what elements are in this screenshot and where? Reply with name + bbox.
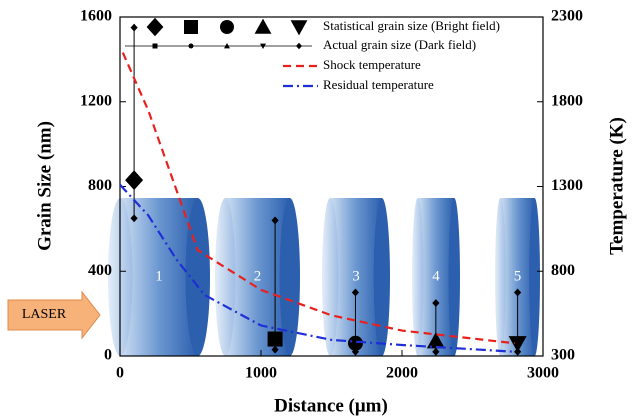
marker — [514, 288, 522, 297]
legend-marker — [146, 17, 164, 37]
marker — [514, 347, 522, 356]
zone-cylinder-end — [529, 198, 540, 356]
line — [119, 184, 515, 353]
zone-cylinder-end — [448, 198, 460, 356]
zone-cylinder-end — [279, 198, 300, 356]
y-tick-label: 1200 — [80, 92, 112, 109]
legend-marker — [220, 20, 234, 34]
y2-tick-label: 800 — [551, 262, 575, 279]
marker — [188, 43, 194, 49]
zone-cylinder — [120, 198, 198, 356]
marker — [152, 43, 158, 49]
y-tick-label: 800 — [88, 177, 112, 194]
zone-cylinder-face — [412, 198, 424, 356]
marker — [130, 23, 138, 32]
marker — [432, 347, 440, 356]
y2-axis-label: Temperature (K) — [606, 117, 627, 255]
legend-label: Residual temperature — [323, 77, 434, 92]
legend-label: Shock temperature — [323, 57, 421, 72]
x-tick-label: 1000 — [245, 365, 277, 382]
zone-cylinder-face — [495, 198, 506, 356]
marker — [224, 43, 230, 49]
zone-cylinder-end — [185, 198, 210, 356]
zone-label: 4 — [432, 268, 440, 284]
legend-label: Actual grain size (Dark field) — [323, 37, 476, 52]
zone-label: 3 — [352, 268, 360, 284]
marker — [130, 214, 138, 223]
zone-label: 5 — [514, 268, 522, 284]
legend-marker — [184, 20, 198, 34]
y-axis-label: Grain Size (nm) — [34, 121, 55, 251]
y2-tick-label: 2300 — [551, 8, 583, 25]
marker — [351, 347, 360, 356]
y-tick-label: 1600 — [80, 8, 112, 25]
zone-label: 1 — [155, 268, 163, 284]
x-axis-label: Distance (μm) — [274, 395, 388, 416]
y2-tick-label: 1300 — [551, 177, 583, 194]
zone-label: 2 — [254, 268, 262, 284]
y-tick-label: 0 — [104, 347, 112, 364]
marker — [296, 42, 302, 50]
marker — [260, 43, 266, 49]
zone-cylinder-face — [322, 198, 339, 356]
y2-tick-label: 1800 — [551, 92, 583, 109]
x-tick-label: 2000 — [386, 365, 418, 382]
y-tick-label: 400 — [88, 262, 112, 279]
laser-label: LASER — [22, 307, 67, 322]
y2-tick-label: 300 — [551, 347, 575, 364]
line — [121, 52, 515, 345]
x-tick-label: 3000 — [527, 365, 559, 382]
legend-marker — [254, 18, 272, 34]
zone-cylinder-end — [373, 198, 390, 356]
zones: 1 2 3 4 5 — [108, 198, 540, 356]
marker — [271, 216, 279, 225]
zone-cylinder-face — [215, 198, 236, 356]
zone-cylinder — [330, 198, 382, 356]
marker — [271, 345, 279, 354]
marker — [351, 288, 360, 297]
laser-arrow: LASER — [7, 290, 101, 340]
legend-marker — [290, 20, 308, 36]
x-tick-label: 0 — [116, 365, 124, 382]
marker — [432, 299, 440, 307]
arrow — [7, 290, 101, 340]
legend-label: Statistical grain size (Bright field) — [323, 18, 500, 33]
